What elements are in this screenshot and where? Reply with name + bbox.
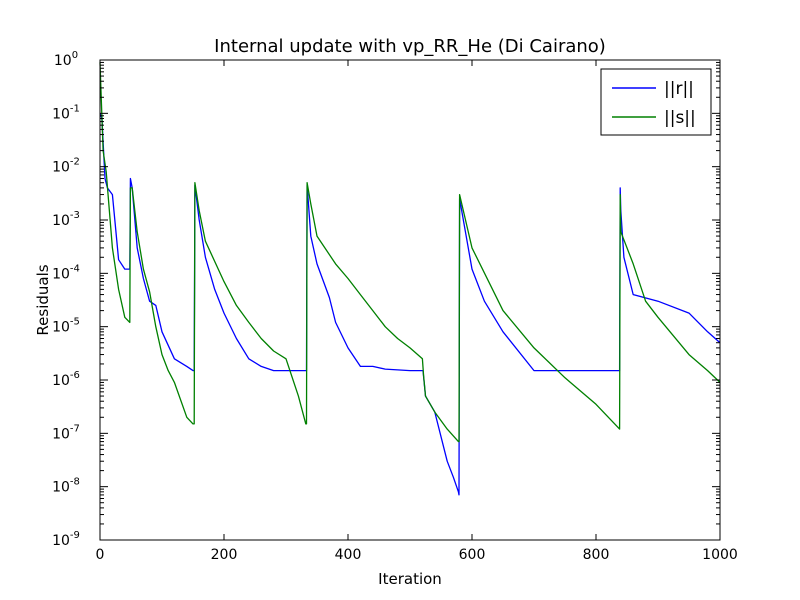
x-tick-label: 200	[211, 547, 238, 563]
y-tick-label: 10-1	[52, 103, 80, 122]
y-tick-exponent: -4	[70, 263, 80, 274]
legend-label-r: ||r||	[664, 79, 694, 99]
y-tick-base: 10	[52, 213, 70, 229]
y-tick-exponent: -2	[70, 157, 80, 168]
y-tick-exponent: -1	[70, 103, 80, 114]
y-tick-exponent: -8	[70, 477, 80, 488]
tick-layer: 0 200 400 600 800 100010010-110-210-310-410-5…	[52, 50, 738, 563]
chart-title: Internal update with vp_RR_He (Di Cairan…	[214, 36, 606, 57]
y-tick-base: 10	[52, 266, 70, 282]
y-tick-label: 10-5	[52, 317, 80, 336]
legend-label-s: ||s||	[664, 108, 696, 128]
y-tick-label: 10-4	[52, 263, 80, 282]
y-tick-base: 10	[52, 480, 70, 496]
x-tick-label: 800	[583, 547, 610, 563]
y-tick-base: 10	[52, 160, 70, 176]
y-tick-exponent: -7	[70, 423, 80, 434]
y-tick-base: 10	[52, 373, 70, 389]
y-tick-base: 10	[52, 533, 70, 549]
y-tick-base: 10	[52, 320, 70, 336]
plot-frame	[99, 59, 721, 541]
series-line-r	[99, 113, 721, 496]
y-tick-exponent: -9	[70, 530, 80, 541]
x-tick-label: 400	[335, 547, 362, 563]
plot-area: 0 200 400 600 800 100010010-110-210-310-410-5…	[52, 50, 738, 563]
x-tick-label: 0	[96, 547, 105, 563]
y-axis-label: Residuals	[34, 264, 52, 335]
x-axis-label: Iteration	[378, 570, 442, 588]
legend-box	[600, 68, 712, 136]
plot-background	[100, 60, 720, 540]
y-tick-label: 10-7	[52, 423, 80, 442]
x-tick-label: 1000	[702, 547, 738, 563]
y-tick-exponent: -5	[70, 317, 80, 328]
y-tick-exponent: -6	[70, 370, 80, 381]
y-tick-label: 10-3	[52, 210, 80, 229]
y-tick-base: 10	[54, 53, 72, 69]
y-tick-label: 10-2	[52, 157, 80, 176]
y-tick-label: 10-9	[52, 530, 80, 549]
legend: ||r|| ||s||	[600, 68, 712, 136]
y-tick-label: 100	[54, 50, 78, 69]
series-line-s	[99, 62, 721, 443]
x-tick-label: 600	[459, 547, 486, 563]
y-tick-exponent: 0	[72, 50, 78, 61]
y-tick-base: 10	[52, 106, 70, 122]
y-tick-base: 10	[52, 426, 70, 442]
y-tick-exponent: -3	[70, 210, 80, 221]
series-layer	[99, 62, 721, 496]
y-tick-label: 10-8	[52, 477, 80, 496]
y-tick-label: 10-6	[52, 370, 80, 389]
